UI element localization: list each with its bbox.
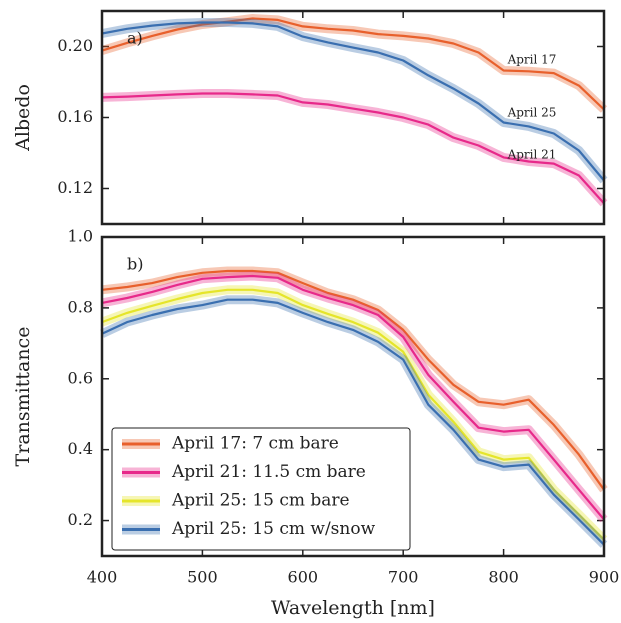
y-tick-label: 0.12	[57, 178, 93, 197]
series-line	[101, 274, 605, 521]
panel-label: a)	[127, 29, 143, 48]
y-tick-label: 0.6	[68, 368, 93, 387]
legend-label: April 25: 15 cm w/snow	[171, 519, 376, 539]
series-label: April 21	[507, 148, 557, 162]
plot-frame	[100, 9, 606, 226]
series-label: April 25	[507, 106, 557, 120]
x-tick-label: 800	[488, 568, 519, 587]
y-tick-label: 0.4	[68, 439, 93, 458]
series-label: April 17	[507, 53, 557, 67]
legend-label: April 17: 7 cm bare	[171, 434, 339, 454]
plot-frame	[100, 235, 606, 558]
x-tick-label: 600	[288, 568, 319, 587]
x-tick-label: 900	[589, 568, 620, 587]
series-line	[101, 288, 605, 541]
x-axis-label: Wavelength [nm]	[271, 597, 435, 619]
legend-label: April 25: 15 cm bare	[171, 491, 350, 511]
x-tick-label: 500	[187, 568, 218, 587]
x-tick-label: 400	[87, 568, 118, 587]
x-tick-label: 700	[388, 568, 419, 587]
y-axis-label: Transmittance	[12, 327, 34, 467]
y-tick-label: 0.16	[57, 107, 93, 126]
y-tick-label: 0.8	[68, 297, 93, 316]
legend-label: April 21: 11.5 cm bare	[171, 462, 366, 482]
y-tick-label: 0.20	[57, 36, 93, 55]
series-line	[101, 269, 605, 491]
y-axis-label: Albedo	[12, 84, 34, 152]
panel-label: b)	[127, 255, 143, 274]
series-line	[101, 21, 605, 182]
series-line	[101, 17, 605, 111]
series-line	[101, 92, 605, 205]
y-tick-label: 1.0	[68, 227, 93, 246]
y-tick-label: 0.2	[68, 510, 93, 529]
legend-box	[111, 427, 411, 551]
series-line	[101, 298, 605, 546]
